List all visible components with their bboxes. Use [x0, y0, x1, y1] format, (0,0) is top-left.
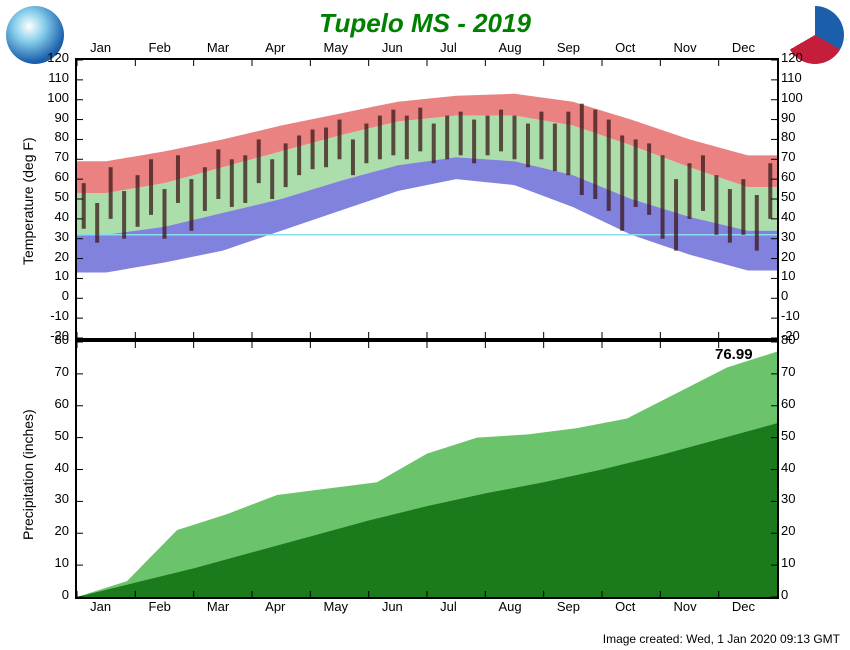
month-label-top: Apr [265, 40, 285, 55]
temp-ytick-right: 60 [781, 169, 795, 184]
temp-ytick-left: 120 [47, 50, 69, 65]
precip-ytick-left: 70 [55, 364, 69, 379]
precipitation-chart [75, 340, 779, 599]
precip-ytick-left: 30 [55, 491, 69, 506]
chart-title: Tupelo MS - 2019 [0, 8, 850, 39]
month-label-bottom: Jan [90, 599, 111, 614]
temp-ytick-right: 50 [781, 189, 795, 204]
precipitation-svg [77, 342, 777, 597]
precip-ytick-right: 50 [781, 428, 795, 443]
month-label-top: Aug [499, 40, 522, 55]
precip-ytick-right: 30 [781, 491, 795, 506]
month-label-top: Dec [732, 40, 755, 55]
temp-ytick-right: 80 [781, 129, 795, 144]
temp-ytick-left: 80 [55, 129, 69, 144]
precip-ytick-left: 80 [55, 332, 69, 347]
precip-ytick-right: 60 [781, 396, 795, 411]
month-label-top: Sep [557, 40, 580, 55]
precip-total-annotation: 76.99 [715, 346, 753, 363]
month-label-bottom: Sep [557, 599, 580, 614]
month-label-bottom: Feb [149, 599, 171, 614]
temp-ytick-left: 30 [55, 229, 69, 244]
precip-ytick-right: 40 [781, 460, 795, 475]
temp-ytick-right: 40 [781, 209, 795, 224]
month-label-top: Oct [615, 40, 635, 55]
month-label-top: Jul [440, 40, 457, 55]
precip-ytick-left: 50 [55, 428, 69, 443]
temp-ytick-right: 120 [781, 50, 803, 65]
precip-ytick-right: 80 [781, 332, 795, 347]
temp-ytick-left: 100 [47, 90, 69, 105]
month-label-top: May [324, 40, 349, 55]
temp-ytick-right: 10 [781, 268, 795, 283]
temp-ytick-left: 50 [55, 189, 69, 204]
month-label-bottom: May [324, 599, 349, 614]
month-label-bottom: Jun [382, 599, 403, 614]
temp-ytick-left: 0 [62, 288, 69, 303]
temp-ytick-right: 110 [781, 70, 802, 85]
precip-ytick-left: 40 [55, 460, 69, 475]
temp-ytick-left: 70 [55, 149, 69, 164]
temperature-chart [75, 58, 779, 340]
temp-y-axis-label: Temperature (deg F) [20, 137, 36, 265]
month-label-top: Mar [207, 40, 229, 55]
temp-ytick-left: 90 [55, 110, 69, 125]
temp-ytick-left: -10 [50, 308, 69, 323]
precip-ytick-right: 0 [781, 587, 788, 602]
month-label-bottom: Aug [499, 599, 522, 614]
month-label-bottom: Mar [207, 599, 229, 614]
temp-ytick-left: 60 [55, 169, 69, 184]
precip-ytick-left: 0 [62, 587, 69, 602]
month-label-top: Feb [149, 40, 171, 55]
precip-ytick-right: 10 [781, 555, 795, 570]
precip-ytick-right: 70 [781, 364, 795, 379]
month-label-top: Nov [674, 40, 697, 55]
month-label-bottom: Apr [265, 599, 285, 614]
month-label-bottom: Dec [732, 599, 755, 614]
temp-ytick-right: -10 [781, 308, 800, 323]
temp-ytick-left: 10 [55, 268, 69, 283]
temp-ytick-right: 0 [781, 288, 788, 303]
temp-ytick-right: 20 [781, 249, 795, 264]
precip-ytick-left: 20 [55, 523, 69, 538]
image-created-footer: Image created: Wed, 1 Jan 2020 09:13 GMT [603, 632, 840, 646]
temp-ytick-right: 90 [781, 110, 795, 125]
month-label-bottom: Nov [674, 599, 697, 614]
month-label-bottom: Jul [440, 599, 457, 614]
temp-ytick-right: 30 [781, 229, 795, 244]
month-label-top: Jun [382, 40, 403, 55]
temp-ytick-right: 100 [781, 90, 803, 105]
temperature-svg [77, 60, 777, 338]
month-label-top: Jan [90, 40, 111, 55]
precip-ytick-right: 20 [781, 523, 795, 538]
precip-ytick-left: 10 [55, 555, 69, 570]
month-label-bottom: Oct [615, 599, 635, 614]
temp-ytick-left: 20 [55, 249, 69, 264]
temp-ytick-right: 70 [781, 149, 795, 164]
precip-y-axis-label: Precipitation (inches) [20, 409, 36, 540]
temp-ytick-left: 110 [48, 70, 69, 85]
temp-ytick-left: 40 [55, 209, 69, 224]
precip-ytick-left: 60 [55, 396, 69, 411]
